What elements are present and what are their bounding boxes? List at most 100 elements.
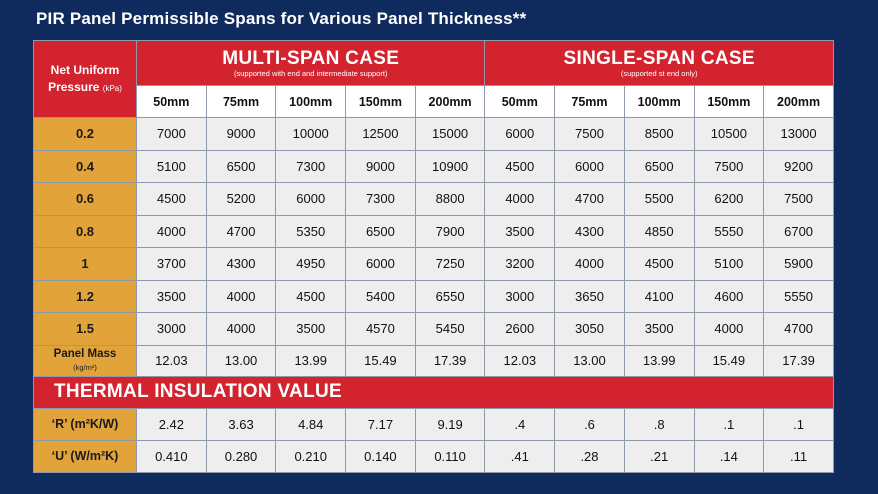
span-value-cell: 6550 [414, 279, 486, 313]
span-value-cell: 5450 [414, 312, 486, 346]
span-value-cell: 5900 [763, 247, 834, 281]
pressure-cell: 1.2 [33, 279, 137, 313]
span-value-cell: 3200 [484, 247, 556, 281]
span-value-cell: 5550 [693, 214, 765, 248]
span-value-cell: 4850 [623, 214, 695, 248]
span-row: 0.2 7000 9000 10000 12500 15000 6000 7500 8500 10… [33, 117, 834, 151]
span-value-cell: 8800 [414, 182, 486, 216]
panel-mass-value-cell: 13.00 [554, 344, 625, 377]
span-value-cell: 3500 [275, 312, 347, 346]
span-value-cell: 4700 [763, 312, 834, 346]
pressure-cell: 1.5 [33, 312, 137, 346]
thermal-value-cell: .14 [693, 439, 765, 473]
pressure-cell: 1 [33, 247, 137, 281]
span-value-cell: 10900 [414, 149, 486, 183]
thermal-value-cell: .11 [763, 439, 834, 473]
thermal-value-cell: .6 [554, 407, 625, 441]
span-value-cell: 4600 [693, 279, 765, 313]
span-value-cell: 3650 [554, 279, 625, 313]
span-value-cell: 7000 [136, 117, 207, 151]
span-value-cell: 7300 [345, 182, 416, 216]
span-row: 0.4 5100 6500 7300 9000 10900 4500 6000 6500 7500… [33, 149, 834, 183]
span-row: 0.6 4500 5200 6000 7300 8800 4000 4700 5500 6200 7… [33, 182, 834, 216]
thermal-value-cell: .21 [623, 439, 695, 473]
span-value-cell: 2600 [484, 312, 556, 346]
span-value-cell: 5100 [693, 247, 765, 281]
span-value-cell: 3700 [136, 247, 207, 281]
span-value-cell: 4500 [275, 279, 347, 313]
thermal-value-cell: .8 [623, 407, 695, 441]
panel-mass-row: Panel Mass (kg/m²) 12.03 13.00 13.99 15.49 17.… [33, 344, 834, 377]
span-value-cell: 6700 [763, 214, 834, 248]
thermal-row: ‘U’ (W/m²K) 0.410 0.280 0.210 0.140 0.110.41.… [33, 439, 834, 473]
single-span-note: (supported st end only) [620, 68, 698, 78]
thermal-row: ‘R’ (m²K/W) 2.42 3.63 4.84 7.17 9.19.4.6.8.1.… [33, 407, 834, 441]
span-value-cell: 10000 [275, 117, 347, 151]
span-value-cell: 13000 [763, 117, 834, 151]
thermal-value-cell: 7.17 [345, 407, 416, 441]
span-value-cell: 6500 [345, 214, 416, 248]
panel-mass-value-cell: 15.49 [693, 344, 765, 377]
panel-mass-value-cell: 17.39 [414, 344, 486, 377]
span-value-cell: 7500 [554, 117, 625, 151]
span-value-cell: 6000 [275, 182, 347, 216]
span-value-cell: 4000 [205, 312, 277, 346]
case-header-row: Net Uniform Pressure (kPa) MULTI-SPAN CA… [33, 40, 834, 118]
thermal-value-cell: .1 [693, 407, 765, 441]
thickness-header-cell: 50mm [136, 85, 207, 118]
span-value-cell: 9000 [345, 149, 416, 183]
span-value-cell: 6500 [623, 149, 695, 183]
span-value-cell: 6000 [554, 149, 625, 183]
span-value-cell: 6500 [205, 149, 277, 183]
panel-mass-value-cell: 12.03 [484, 344, 556, 377]
pressure-cell: 0.2 [33, 117, 137, 151]
multi-span-note: (supported with end and intermediate sup… [234, 68, 388, 78]
span-value-cell: 4500 [623, 247, 695, 281]
panel-mass-value-cell: 15.49 [345, 344, 416, 377]
span-row: 0.8 4000 4700 5350 6500 7900 3500 4300 4850 5550 6… [33, 214, 834, 248]
thermal-value-cell: 4.84 [275, 407, 347, 441]
span-value-cell: 15000 [414, 117, 486, 151]
single-span-title: SINGLE-SPAN CASE [563, 47, 755, 69]
thickness-header-row: 50mm 75mm 100mm 150mm 200mm 50mm 75mm 100mm 150m… [34, 85, 834, 118]
thermal-value-cell: .4 [484, 407, 556, 441]
span-value-cell: 6000 [345, 247, 416, 281]
pressure-cell: 0.4 [33, 149, 137, 183]
span-value-cell: 4000 [205, 279, 277, 313]
span-value-cell: 3050 [554, 312, 625, 346]
pressure-cell: 0.8 [33, 214, 137, 248]
thermal-value-cell: .1 [763, 407, 834, 441]
multi-span-header: MULTI-SPAN CASE (supported with end and … [135, 40, 486, 86]
span-value-cell: 3500 [484, 214, 556, 248]
span-row: 1 3700 4300 4950 6000 7250 3200 4000 4500 5100 590… [33, 247, 834, 281]
span-value-cell: 5200 [205, 182, 277, 216]
thickness-header-cell: 100mm [623, 85, 695, 118]
panel-mass-label: Panel Mass [53, 347, 117, 360]
thickness-header-cell: 75mm [554, 85, 625, 118]
pressure-cell: 0.6 [33, 182, 137, 216]
panel-mass-value-cell: 13.99 [275, 344, 347, 377]
span-value-cell: 6200 [693, 182, 765, 216]
span-value-cell: 8500 [623, 117, 695, 151]
pressure-header-unit: (kPa) [102, 83, 122, 93]
thermal-value-cell: 9.19 [414, 407, 486, 441]
span-value-cell: 9000 [205, 117, 277, 151]
panel-mass-value-cell: 12.03 [136, 344, 207, 377]
span-value-cell: 7500 [693, 149, 765, 183]
span-value-cell: 3500 [623, 312, 695, 346]
span-value-cell: 4700 [554, 182, 625, 216]
span-value-cell: 5100 [136, 149, 207, 183]
span-row: 1.2 3500 4000 4500 5400 6550 3000 3650 4100 4600 5… [33, 279, 834, 313]
thermal-value-cell: .41 [484, 439, 556, 473]
thermal-value-cell: 0.280 [205, 439, 277, 473]
thermal-heading-row: THERMAL INSULATION VALUE [33, 375, 834, 409]
panel-mass-label-cell: Panel Mass (kg/m²) [33, 344, 137, 377]
pressure-header-label: Net Uniform Pressure [48, 62, 120, 94]
thermal-value-cell: 0.210 [275, 439, 347, 473]
span-value-cell: 3500 [136, 279, 207, 313]
span-value-cell: 4300 [554, 214, 625, 248]
pressure-header: Net Uniform Pressure (kPa) [33, 40, 137, 118]
single-span-header: SINGLE-SPAN CASE (supported st end only) [484, 40, 834, 86]
span-value-cell: 4500 [136, 182, 207, 216]
span-value-cell: 5550 [763, 279, 834, 313]
